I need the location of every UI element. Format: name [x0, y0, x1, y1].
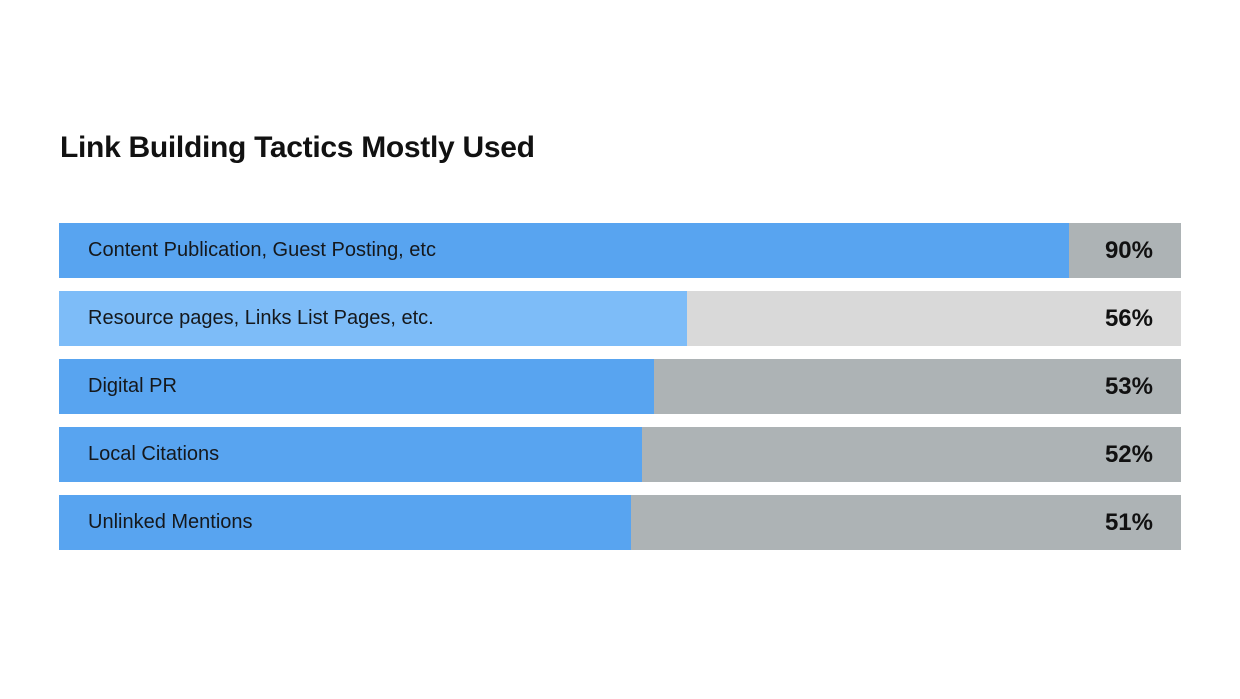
bar-row-digital-pr: Digital PR 53% — [59, 359, 1181, 414]
bar-track: Resource pages, Links List Pages, etc. 5… — [59, 291, 1181, 346]
bar-value-label: 52% — [1104, 440, 1153, 468]
bar-fill: Unlinked Mentions — [59, 495, 632, 550]
bar-fill: Digital PR — [59, 359, 654, 414]
bar-value-label: 53% — [1104, 372, 1153, 400]
bar-row-local-citations: Local Citations 52% — [59, 427, 1181, 482]
bar-track: Local Citations 52% — [59, 427, 1181, 482]
bar-label: Content Publication, Guest Posting, etc — [88, 239, 436, 261]
bar-track: Digital PR 53% — [59, 359, 1181, 414]
bar-row-resource-pages: Resource pages, Links List Pages, etc. 5… — [59, 291, 1181, 346]
bar-fill: Local Citations — [59, 427, 643, 482]
bar-track: Unlinked Mentions 51% — [59, 495, 1181, 550]
bar-value-label: 90% — [1104, 236, 1153, 264]
bar-track: Content Publication, Guest Posting, etc … — [59, 223, 1181, 278]
bar-chart: Content Publication, Guest Posting, etc … — [59, 223, 1181, 550]
bar-label: Resource pages, Links List Pages, etc. — [88, 307, 434, 329]
bar-value-label: 56% — [1104, 304, 1153, 332]
bar-fill: Content Publication, Guest Posting, etc — [59, 223, 1069, 278]
bar-label: Local Citations — [88, 443, 220, 465]
bar-value-label: 51% — [1104, 508, 1153, 536]
bar-row-unlinked-mentions: Unlinked Mentions 51% — [59, 495, 1181, 550]
bar-label: Unlinked Mentions — [88, 511, 253, 533]
bar-row-content-publication: Content Publication, Guest Posting, etc … — [59, 223, 1181, 278]
bar-fill: Resource pages, Links List Pages, etc. — [59, 291, 688, 346]
chart-title: Link Building Tactics Mostly Used — [60, 131, 535, 164]
bar-label: Digital PR — [88, 375, 177, 397]
